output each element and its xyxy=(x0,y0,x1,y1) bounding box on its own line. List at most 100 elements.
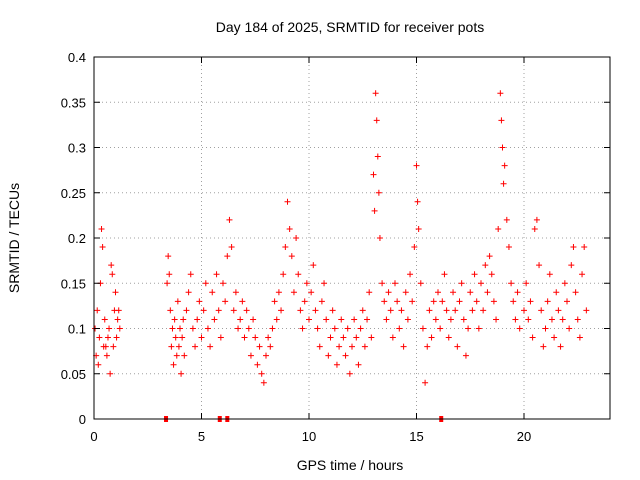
data-point xyxy=(375,189,382,196)
data-point xyxy=(284,198,291,205)
data-point xyxy=(204,325,211,332)
data-point xyxy=(333,361,340,368)
data-point xyxy=(370,171,377,178)
data-point xyxy=(175,343,182,350)
data-point xyxy=(252,334,259,341)
y-tick-label: 0 xyxy=(79,412,86,427)
data-point xyxy=(321,280,328,287)
data-point xyxy=(346,370,353,377)
data-point xyxy=(172,334,179,341)
x-tick-label: 10 xyxy=(302,429,316,444)
data-point xyxy=(402,289,409,296)
data-point xyxy=(340,334,347,341)
data-point xyxy=(480,307,487,314)
data-point xyxy=(364,316,371,323)
data-point xyxy=(101,316,108,323)
data-point xyxy=(475,325,482,332)
data-point xyxy=(385,289,392,296)
data-point xyxy=(183,307,190,314)
data-point xyxy=(389,334,396,341)
data-point xyxy=(525,316,532,323)
data-point xyxy=(568,262,575,269)
data-point xyxy=(469,307,476,314)
data-point xyxy=(329,307,336,314)
data-point xyxy=(196,298,203,305)
data-point xyxy=(166,271,173,278)
data-point xyxy=(373,117,380,124)
data-point xyxy=(211,316,218,323)
data-point xyxy=(165,253,172,260)
data-point xyxy=(215,307,222,314)
data-point xyxy=(265,334,272,341)
data-point xyxy=(381,298,388,305)
data-point xyxy=(458,280,465,287)
data-point xyxy=(497,90,504,97)
data-point xyxy=(435,289,441,296)
data-point xyxy=(310,262,317,269)
data-point xyxy=(454,343,461,350)
y-tick-label: 0.3 xyxy=(68,141,86,156)
y-axis-label: SRMTID / TECUs xyxy=(6,183,22,293)
data-point xyxy=(387,307,394,314)
data-point xyxy=(273,316,280,323)
data-point xyxy=(570,244,577,251)
data-point xyxy=(559,316,566,323)
data-point xyxy=(202,280,209,287)
data-point xyxy=(501,162,508,169)
data-point xyxy=(239,298,246,305)
data-point xyxy=(366,289,373,296)
data-point xyxy=(452,307,459,314)
data-point xyxy=(538,307,545,314)
data-point xyxy=(379,280,386,287)
data-point xyxy=(572,289,579,296)
data-point xyxy=(230,307,237,314)
data-point xyxy=(371,207,378,214)
data-point xyxy=(374,153,381,160)
data-point xyxy=(336,343,343,350)
y-tick-label: 0.35 xyxy=(61,95,86,110)
data-point xyxy=(351,316,358,323)
data-point xyxy=(106,325,113,332)
data-point xyxy=(349,343,355,350)
data-point xyxy=(443,307,450,314)
data-point xyxy=(103,352,110,359)
data-point xyxy=(579,271,586,278)
data-point xyxy=(555,307,562,314)
data-point xyxy=(293,235,300,241)
data-point xyxy=(306,316,312,323)
data-point xyxy=(318,298,325,305)
data-point xyxy=(220,280,226,287)
y-tick-label: 0.15 xyxy=(61,276,86,291)
data-point xyxy=(409,298,416,305)
data-point xyxy=(295,271,302,278)
data-point xyxy=(400,343,407,350)
data-point xyxy=(107,370,114,377)
data-point xyxy=(112,289,119,296)
data-point xyxy=(171,316,178,323)
data-point xyxy=(574,316,581,323)
data-point xyxy=(256,343,263,350)
data-point xyxy=(224,253,231,260)
data-point xyxy=(301,298,308,305)
data-point xyxy=(460,316,467,323)
data-point xyxy=(398,307,405,314)
axis-ticks: 0 0.05 0.1 0.15 0.2 0.25 0.3 0.35 0.4 0 5 10 15 20 xyxy=(61,50,610,444)
data-point xyxy=(424,343,431,350)
data-point xyxy=(245,325,252,332)
data-point xyxy=(280,271,287,278)
data-point xyxy=(247,352,254,359)
data-points xyxy=(92,90,590,422)
data-point xyxy=(583,307,590,314)
data-point xyxy=(278,307,285,314)
data-point xyxy=(116,325,123,332)
data-point xyxy=(108,262,115,269)
data-point xyxy=(170,361,177,368)
data-point xyxy=(110,343,117,350)
data-point xyxy=(288,253,295,260)
data-point xyxy=(467,289,474,296)
data-point xyxy=(174,298,181,305)
data-point xyxy=(471,271,478,278)
data-point xyxy=(441,271,448,278)
data-point xyxy=(561,280,568,287)
